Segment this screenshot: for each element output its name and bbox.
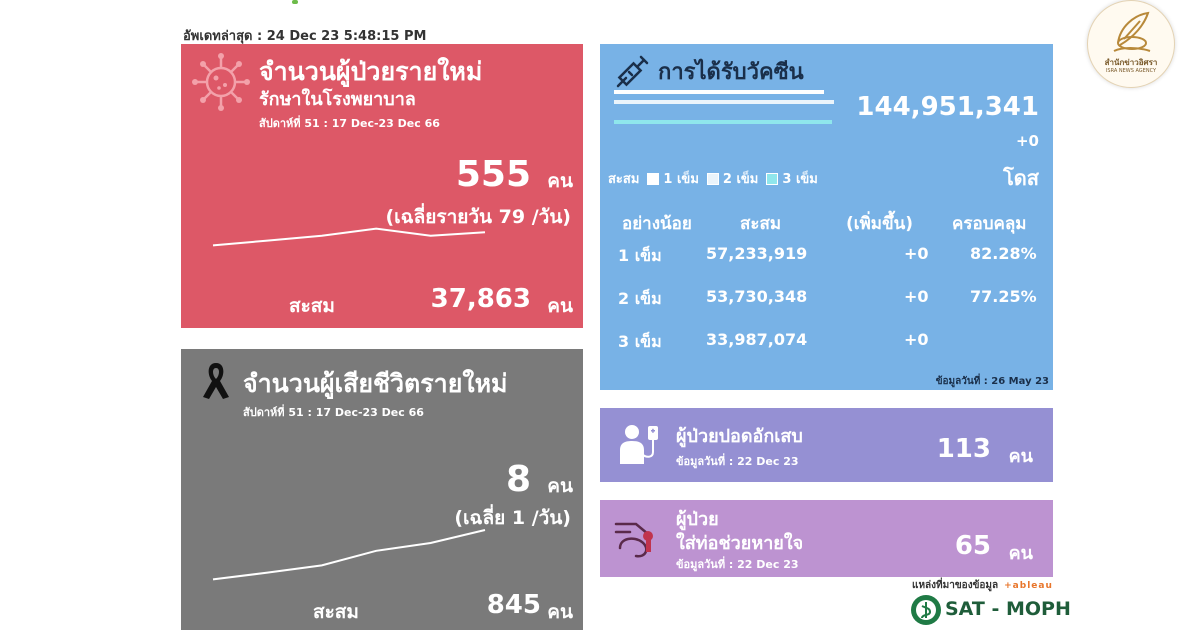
data-source-label: แหล่งที่มาของข้อมูล: [912, 580, 999, 591]
last-updated: อัพเดทล่าสุด : 24 Dec 23 5:48:15 PM: [183, 29, 427, 44]
deaths-sparkline-line: [212, 529, 486, 581]
data-source: แหล่งที่มาของข้อมูล +ableau: [912, 578, 1053, 593]
moph-logo-icon: [911, 595, 941, 625]
col-header-increase: (เพิ่มขึ้น): [846, 214, 914, 234]
new-cases-title: จำนวนผู้ป่วยรายใหม่: [259, 57, 483, 86]
vaccination-card: การได้รับวัคซีน 144,951,341 +0 โดส สะสม …: [600, 44, 1053, 390]
pneumonia-title: ผู้ป่วยปอดอักเสบ: [676, 426, 803, 447]
col-header-dose: อย่างน้อย: [622, 214, 692, 234]
pneumonia-card: ผู้ป่วยปอดอักเสบ ข้อมูลวันที่ : 22 Dec 2…: [600, 408, 1053, 482]
row3-increase: +0: [904, 330, 929, 349]
new-cases-sparkline-line: [212, 227, 486, 247]
legend-swatch-dose2: [706, 172, 719, 185]
row1-coverage: 82.28%: [970, 244, 1037, 263]
quill-pen-icon: [1113, 11, 1151, 52]
row2-dose: 2 เข็ม: [618, 289, 662, 308]
vaccination-title: การได้รับวัคซีน: [658, 60, 804, 85]
dose-progress-bars: [614, 90, 834, 130]
new-cases-cumulative-unit: คน: [547, 295, 573, 317]
pneumonia-data-date: ข้อมูลวันที่ : 22 Dec 23: [676, 455, 799, 468]
pneumonia-count: 113: [936, 434, 991, 464]
new-cases-card: จำนวนผู้ป่วยรายใหม่ รักษาในโรงพยาบาล สัป…: [181, 44, 583, 328]
pneumonia-unit: คน: [1008, 446, 1033, 467]
ventilator-unit: คน: [1008, 543, 1033, 564]
row1-increase: +0: [904, 244, 929, 263]
ventilator-title-line1: ผู้ป่วย: [676, 509, 719, 530]
legend-swatch-dose3: [766, 172, 779, 185]
patient-iv-icon: [620, 425, 658, 464]
isra-logo: สำนักข่าวอิศรา ISRA NEWS AGENCY: [1087, 0, 1175, 88]
row2-increase: +0: [904, 287, 929, 306]
legend-item-dose2: 2 เข็ม: [722, 172, 759, 187]
row3-cumulative: 33,987,074: [706, 330, 808, 349]
ventilator-data-date: ข้อมูลวันที่ : 22 Dec 23: [676, 558, 799, 571]
deaths-cumulative-label: สะสม: [313, 601, 359, 623]
ventilator-title-line2: ใส่ท่อช่วยหายใจ: [676, 533, 804, 554]
new-cases-subtitle: รักษาในโรงพยาบาล: [259, 89, 416, 110]
deaths-title: จำนวนผู้เสียชีวิตรายใหม่: [243, 369, 508, 398]
new-cases-average: (เฉลี่ยรายวัน 79 /วัน): [385, 206, 571, 228]
row2-coverage: 77.25%: [970, 287, 1037, 306]
dose1-bar: [614, 90, 824, 94]
deaths-card: จำนวนผู้เสียชีวิตรายใหม่ สัปดาห์ที่ 51 :…: [181, 349, 583, 630]
header-accent: [292, 0, 298, 4]
legend-swatch-dose1: [647, 172, 660, 185]
row2-cumulative: 53,730,348: [706, 287, 808, 306]
ventilator-count: 65: [954, 531, 991, 561]
row1-cumulative: 57,233,919: [706, 244, 808, 263]
deaths-cumulative-unit: คน: [547, 601, 573, 623]
deaths-week: สัปดาห์ที่ 51 : 17 Dec-23 Dec 66: [243, 406, 424, 419]
new-cases-cumulative-label: สะสม: [289, 295, 335, 317]
dose-legend: สะสม 1 เข็ม 2 เข็ม 3 เข็ม: [608, 168, 818, 189]
ventilator-card: ผู้ป่วย ใส่ท่อช่วยหายใจ ข้อมูลวันที่ : 2…: [600, 500, 1053, 577]
row1-dose: 1 เข็ม: [618, 246, 662, 265]
moph-label: SAT - MOPH: [945, 598, 1071, 620]
vaccination-data-date: ข้อมูลวันที่ : 26 May 23: [935, 376, 1049, 387]
legend-item-dose3: 3 เข็ม: [782, 172, 818, 187]
new-cases-week: สัปดาห์ที่ 51 : 17 Dec-23 Dec 66: [259, 117, 440, 130]
legend-label: สะสม: [608, 172, 640, 187]
deaths-count: 8: [505, 459, 531, 500]
dose2-bar: [614, 100, 834, 104]
deaths-average: (เฉลี่ย 1 /วัน): [454, 507, 571, 529]
deaths-sparkline: [212, 529, 486, 581]
col-header-coverage: ครอบคลุม: [952, 214, 1027, 234]
new-cases-unit: คน: [547, 170, 573, 192]
tableau-logo: +ableau: [1004, 580, 1053, 591]
vaccination-unit: โดส: [1003, 166, 1039, 190]
isra-name-th: สำนักข่าวอิศรา: [1104, 58, 1158, 67]
ventilator-icon: [614, 522, 653, 558]
syringe-icon: [616, 55, 649, 88]
new-cases-cumulative-value: 37,863: [430, 284, 531, 314]
deaths-cumulative-value: 845: [486, 590, 541, 620]
vaccination-change: +0: [1015, 132, 1039, 150]
deaths-unit: คน: [547, 475, 573, 497]
legend-item-dose1: 1 เข็ม: [663, 172, 699, 187]
row3-dose: 3 เข็ม: [618, 332, 662, 351]
dose3-bar: [614, 120, 832, 124]
new-cases-sparkline: [212, 227, 486, 247]
new-cases-count: 555: [455, 154, 531, 195]
black-ribbon-icon: [203, 363, 229, 399]
col-header-cumulative: สะสม: [740, 214, 782, 234]
virus-icon: [192, 53, 250, 111]
vaccination-total: 144,951,341: [856, 92, 1039, 122]
isra-name-en: ISRA NEWS AGENCY: [1105, 68, 1157, 74]
